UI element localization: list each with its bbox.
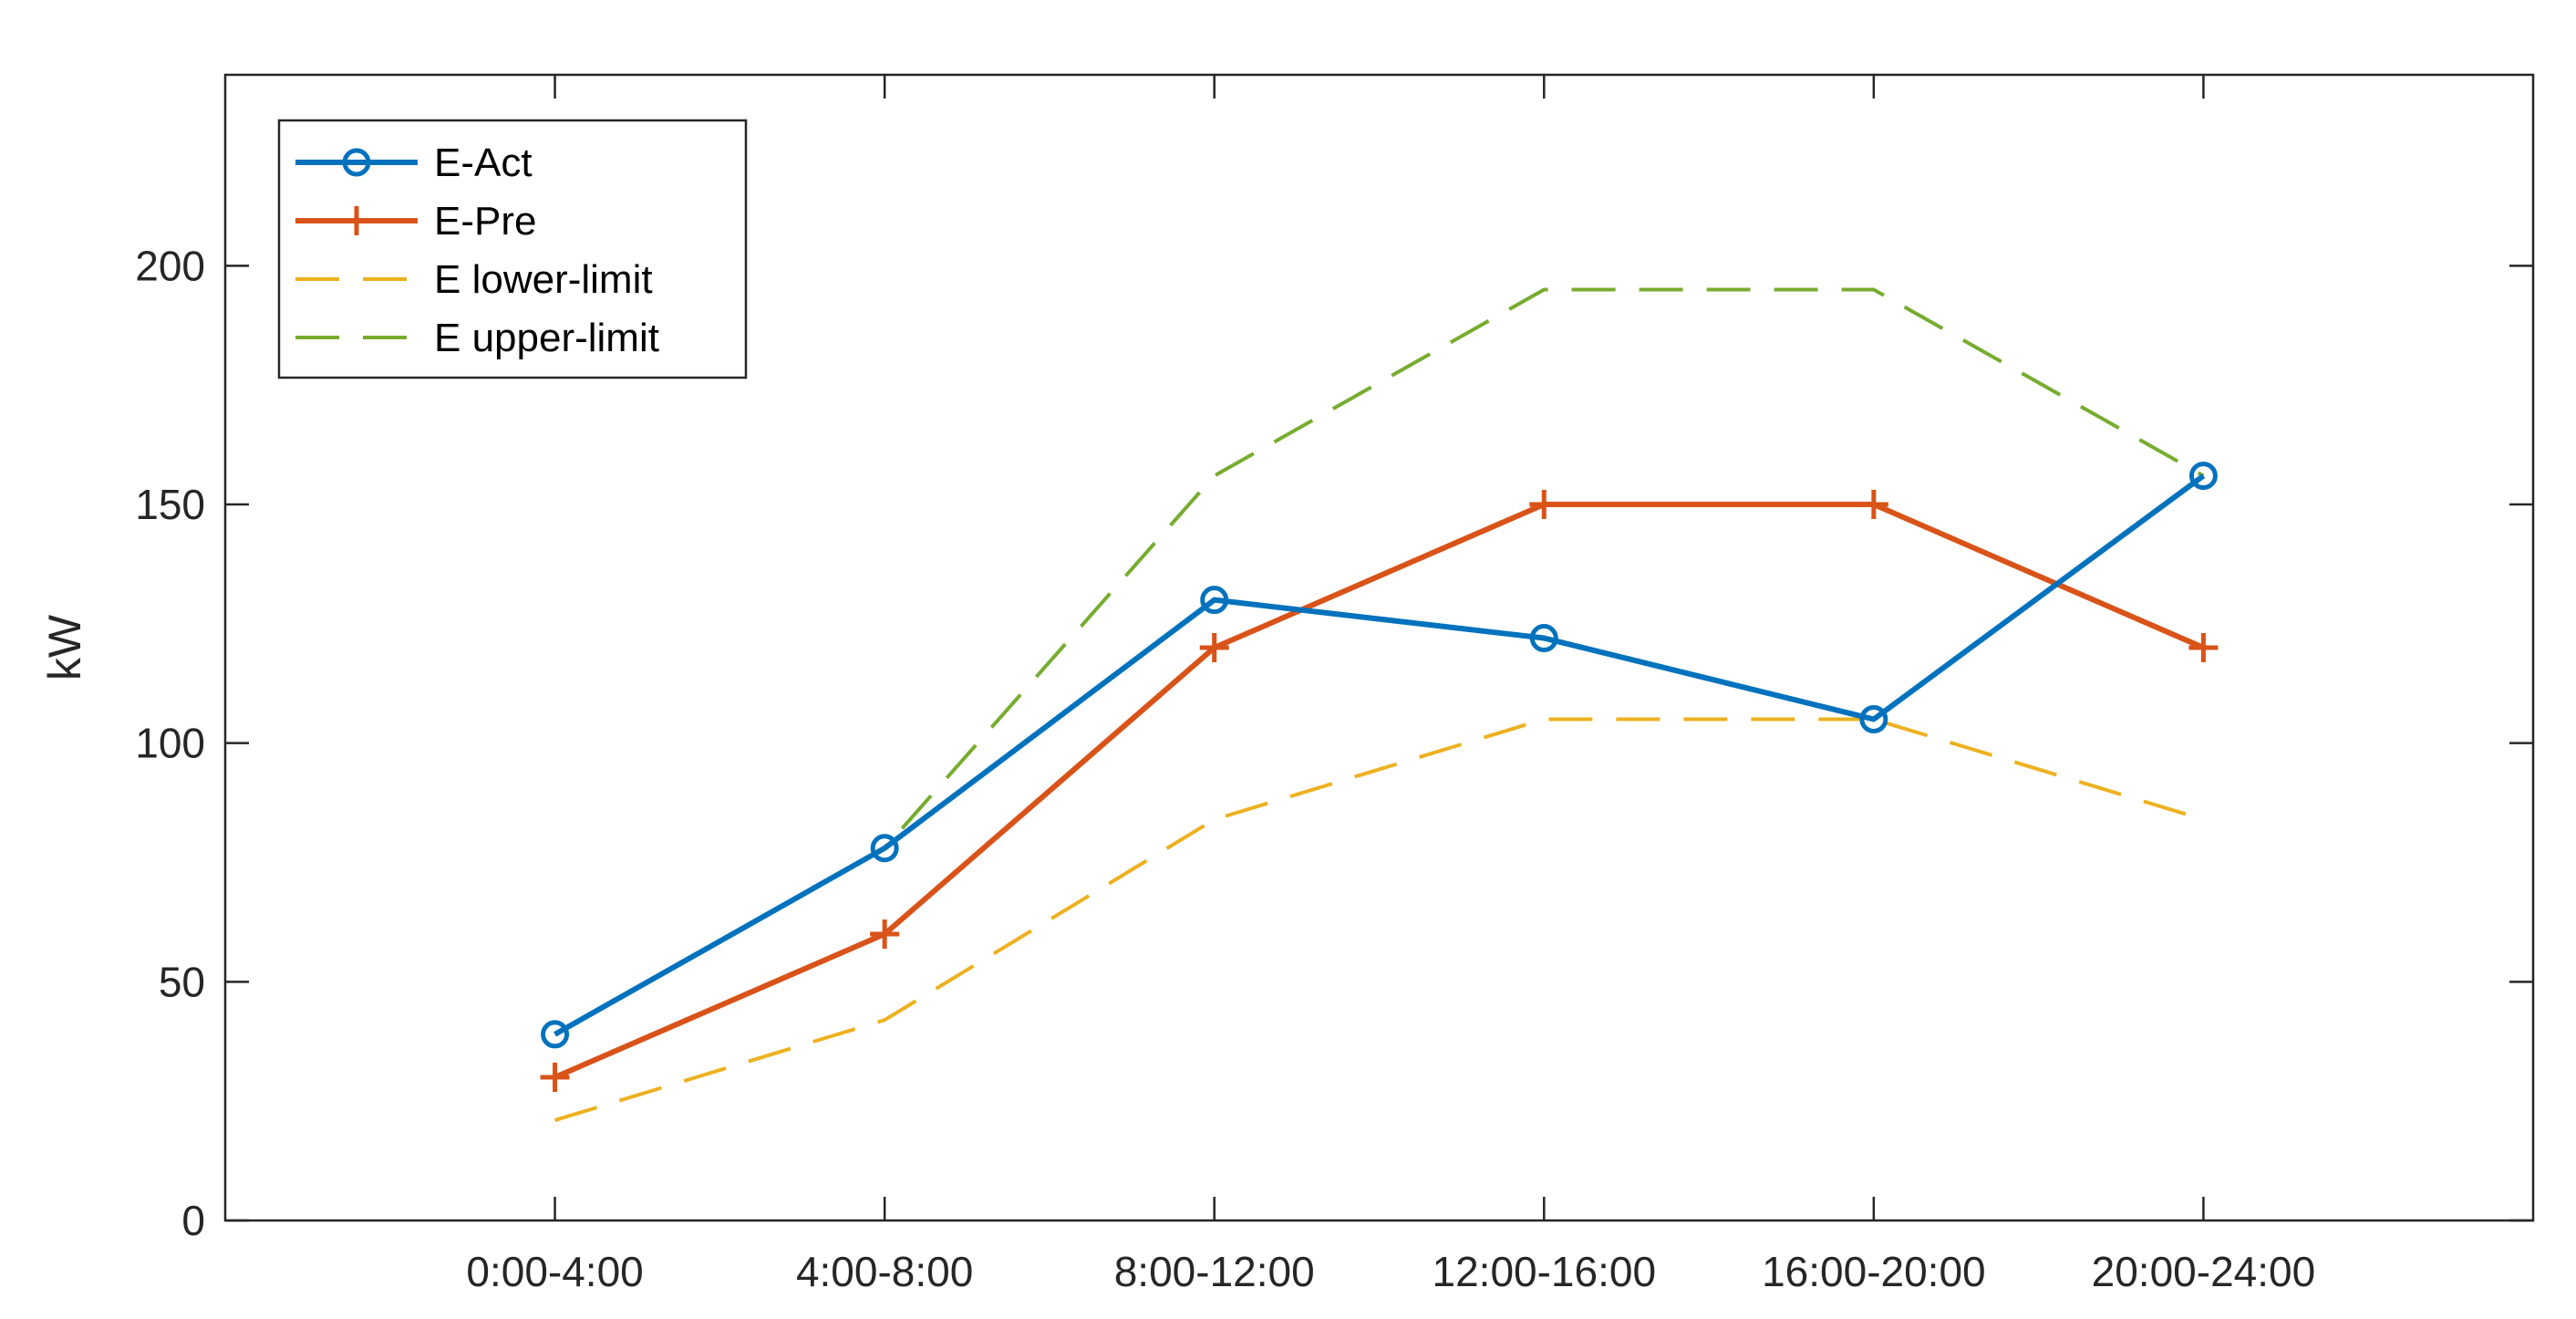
series-line [553, 287, 2205, 1036]
data-point [1529, 624, 1558, 653]
series-0 [541, 462, 2218, 1049]
legend-label: E-Act [434, 140, 533, 185]
axes-box [223, 73, 2535, 1222]
x-tick-label: 8:00-12:00 [1114, 1248, 1315, 1295]
data-point [1858, 490, 1888, 519]
y-tick-label: 150 [135, 481, 205, 528]
data-point [541, 1020, 570, 1049]
x-tick-label: 16:00-20:00 [1762, 1248, 1986, 1295]
x-tick-label: 12:00-16:00 [1433, 1248, 1657, 1295]
legend-label: E upper-limit [434, 316, 659, 360]
x-tick-label: 0:00-4:00 [466, 1248, 643, 1295]
legend-label: E-Pre [434, 199, 536, 244]
series-3 [553, 287, 2205, 1036]
series-2 [553, 717, 2205, 1123]
data-point [870, 919, 900, 949]
data-point [2188, 633, 2219, 662]
data-point [540, 1063, 570, 1092]
series-line [553, 502, 2205, 1080]
data-point [2188, 462, 2218, 491]
y-tick-label: 0 [181, 1197, 205, 1244]
legend-marker [342, 206, 371, 235]
y-tick-label: 200 [135, 242, 205, 289]
legend-marker [342, 148, 371, 177]
data-point [1859, 705, 1888, 733]
x-tick-label: 20:00-24:00 [2092, 1248, 2316, 1295]
y-tick-label: 50 [159, 958, 205, 1005]
data-point [1199, 633, 1229, 662]
series-line [553, 717, 2205, 1123]
x-tick-label: 4:00-8:00 [796, 1248, 973, 1295]
data-point [870, 834, 899, 863]
data-point [1529, 490, 1559, 519]
y-axis-label: kW [39, 614, 90, 680]
legend-label: E lower-limit [434, 257, 653, 302]
legend: E-Act E-Pre E lower-limit E upper-limit [277, 119, 748, 379]
legend-item: E upper-limit [295, 316, 659, 360]
legend-item: E lower-limit [295, 257, 653, 302]
y-tick-label: 100 [135, 720, 205, 767]
data-point [1200, 586, 1229, 615]
axes: 0:00-4:00 4:00-8:00 8:00-12:00 12:00-16:00 1… [135, 73, 2535, 1295]
series-layer [540, 287, 2219, 1123]
legend-item: E-Pre [295, 199, 536, 244]
series-1 [540, 490, 2219, 1092]
legend-item: E-Act [295, 140, 533, 185]
series-line [553, 473, 2206, 1037]
